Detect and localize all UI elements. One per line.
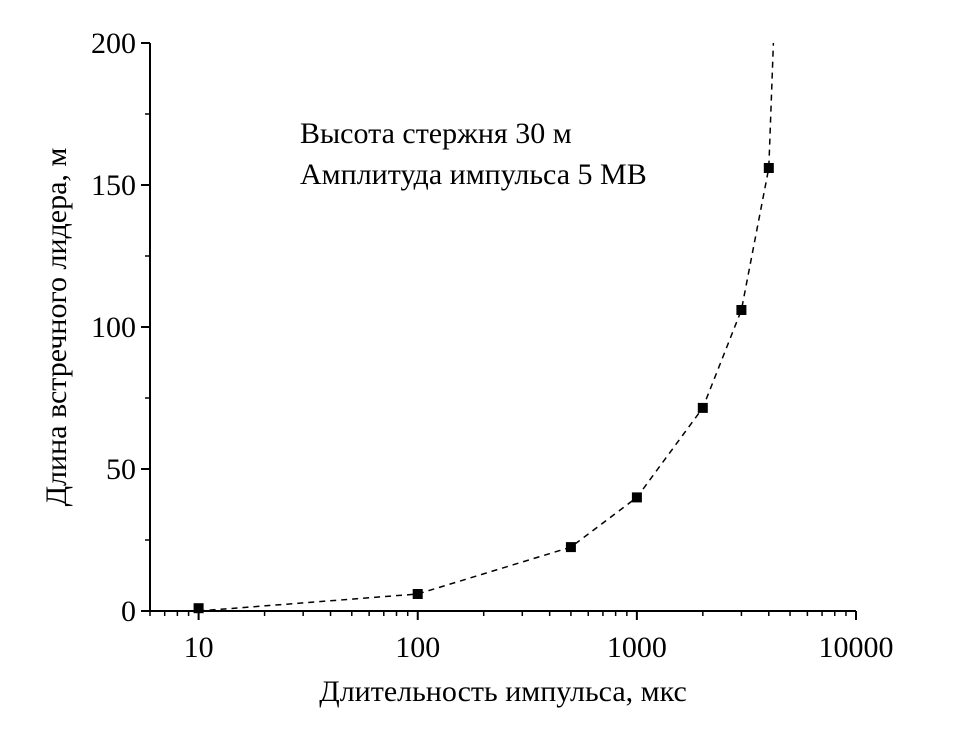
x-tick-label: 1000 (607, 631, 667, 664)
trend-line (198, 42, 775, 612)
data-point (565, 542, 576, 553)
x-tick-label: 10 (184, 631, 214, 664)
x-tick-labels: 10 100 1000 10000 (184, 631, 894, 664)
x-axis-title: Длительность импульса, мкс (319, 675, 687, 708)
y-tick-label: 100 (91, 311, 136, 344)
data-point (697, 402, 708, 413)
y-tick-label: 0 (121, 595, 136, 628)
annotation-pulse-amplitude: Амплитуда импульса 5 МВ (300, 158, 647, 191)
x-tick-label: 10000 (819, 631, 894, 664)
data-point (763, 163, 774, 173)
y-tick-label: 200 (91, 27, 136, 60)
y-tick-label: 50 (106, 453, 136, 486)
y-ticks (141, 42, 150, 612)
y-axis-title: Длина встречного лидера, м (40, 148, 73, 507)
data-point (631, 492, 642, 503)
data-point (193, 603, 204, 614)
data-points (193, 163, 774, 614)
x-ticks (149, 611, 857, 620)
annotation-rod-height: Высота стержня 30 м (300, 117, 572, 150)
data-point (736, 305, 747, 315)
x-tick-label: 100 (395, 631, 440, 664)
y-tick-labels: 0 50 100 150 200 (91, 27, 136, 628)
y-tick-label: 150 (91, 169, 136, 202)
data-point (412, 589, 423, 599)
